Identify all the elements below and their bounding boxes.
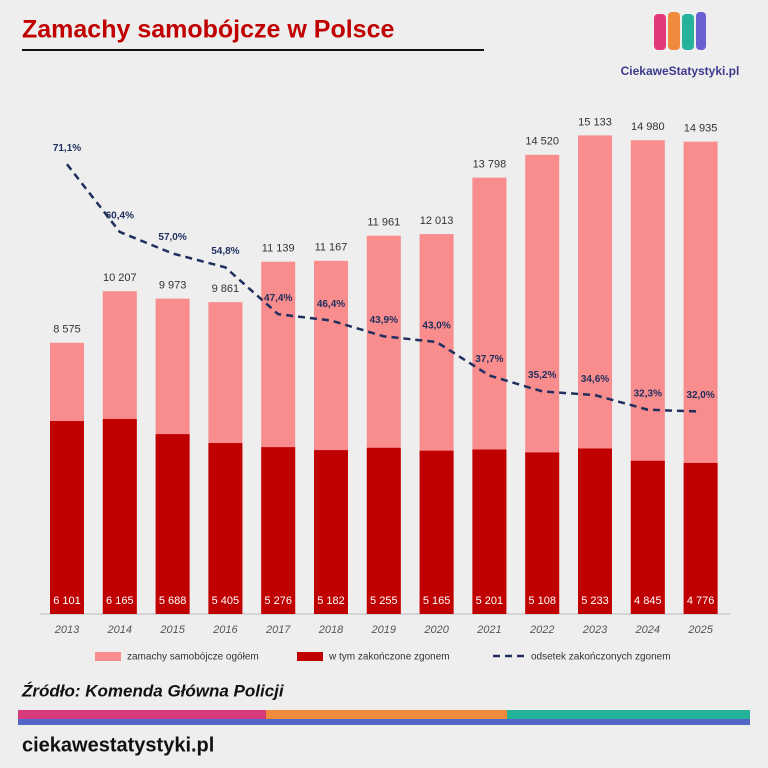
bar: [208, 443, 243, 614]
site: ciekawestatystyki.pl: [22, 734, 214, 756]
value-label: 10 207: [103, 272, 137, 284]
bar: [472, 449, 507, 614]
logo-text: CiekaweStatystyki.pl: [621, 64, 740, 78]
value-label: 14 520: [525, 136, 559, 148]
value-label: 11 139: [262, 243, 295, 255]
value-label: 5 405: [212, 595, 240, 607]
value-label: 35,2%: [528, 370, 556, 381]
value-label: 46,4%: [317, 299, 345, 310]
value-label: 12 013: [420, 215, 454, 227]
bar: [366, 447, 401, 614]
value-label: 5 182: [317, 595, 345, 607]
bar: [578, 448, 612, 614]
stripe: [266, 710, 507, 719]
value-label: 32,0%: [686, 390, 714, 401]
source: Źródło: Komenda Główna Policji: [21, 681, 285, 700]
value-label: 6 165: [106, 595, 134, 607]
value-label: 5 201: [476, 595, 504, 607]
value-label: 5 233: [581, 595, 609, 607]
line: [66, 163, 701, 413]
value-label: 15 133: [578, 116, 612, 128]
value-label: 13 798: [473, 159, 507, 171]
x-tick-label: 2022: [529, 624, 554, 636]
title: Zamachy samobójcze w Polsce: [22, 16, 394, 44]
bar: [525, 452, 560, 614]
value-label: 43,9%: [370, 315, 398, 326]
x-tick-label: 2019: [371, 624, 396, 636]
bar: [683, 462, 718, 614]
legend-swatch: [297, 652, 323, 661]
value-label: 37,7%: [475, 354, 503, 365]
value-label: 14 980: [631, 121, 665, 133]
value-label: 9 973: [159, 280, 187, 292]
bar: [155, 434, 190, 614]
legend-label: w tym zakończone zgonem: [328, 652, 450, 663]
value-label: 4 845: [634, 595, 662, 607]
x-tick-label: 2015: [159, 624, 185, 636]
value-label: 8 575: [53, 324, 81, 336]
x-tick-label: 2023: [582, 624, 608, 636]
x-tick-label: 2020: [423, 624, 449, 636]
value-label: 5 276: [264, 595, 292, 607]
legend-label: odsetek zakończonych zgonem: [531, 652, 671, 663]
value-label: 5 255: [370, 595, 398, 607]
value-label: 11 961: [367, 217, 400, 229]
x-tick-label: 2024: [635, 624, 660, 636]
value-label: 5 108: [528, 595, 556, 607]
value-label: 5 165: [423, 595, 451, 607]
value-label: 5 688: [159, 595, 187, 607]
x-tick-label: 2013: [54, 624, 80, 636]
bar: [314, 450, 348, 614]
value-label: 11 167: [315, 242, 348, 254]
x-tick-label: 2025: [687, 624, 713, 636]
value-label: 14 935: [684, 123, 718, 135]
value-label: 47,4%: [264, 293, 292, 304]
logo-icon: [654, 12, 706, 50]
legend-label: zamachy samobójcze ogółem: [127, 652, 259, 663]
bar: [102, 419, 137, 614]
value-label: 9 861: [212, 283, 240, 295]
value-label: 54,8%: [211, 246, 239, 257]
value-label: 34,6%: [581, 374, 609, 385]
stripe: [18, 710, 266, 719]
bar: [630, 460, 665, 614]
x-tick-label: 2018: [318, 624, 344, 636]
x-tick-label: 2016: [212, 624, 238, 636]
bar: [261, 447, 296, 614]
value-label: 4 776: [687, 595, 715, 607]
legend-swatch: [95, 652, 121, 661]
stripe: [507, 710, 750, 719]
value-label: 60,4%: [106, 211, 134, 222]
bar: [50, 421, 84, 614]
value-label: 71,1%: [53, 143, 81, 154]
value-label: 6 101: [53, 595, 81, 607]
x-tick-label: 2014: [107, 624, 132, 636]
value-label: 32,3%: [634, 388, 662, 399]
stripe: [18, 719, 750, 725]
x-tick-label: 2017: [265, 624, 291, 636]
value-label: 57,0%: [158, 232, 186, 243]
x-tick-label: 2021: [476, 624, 501, 636]
value-label: 43,0%: [422, 321, 450, 332]
bar: [419, 450, 454, 614]
